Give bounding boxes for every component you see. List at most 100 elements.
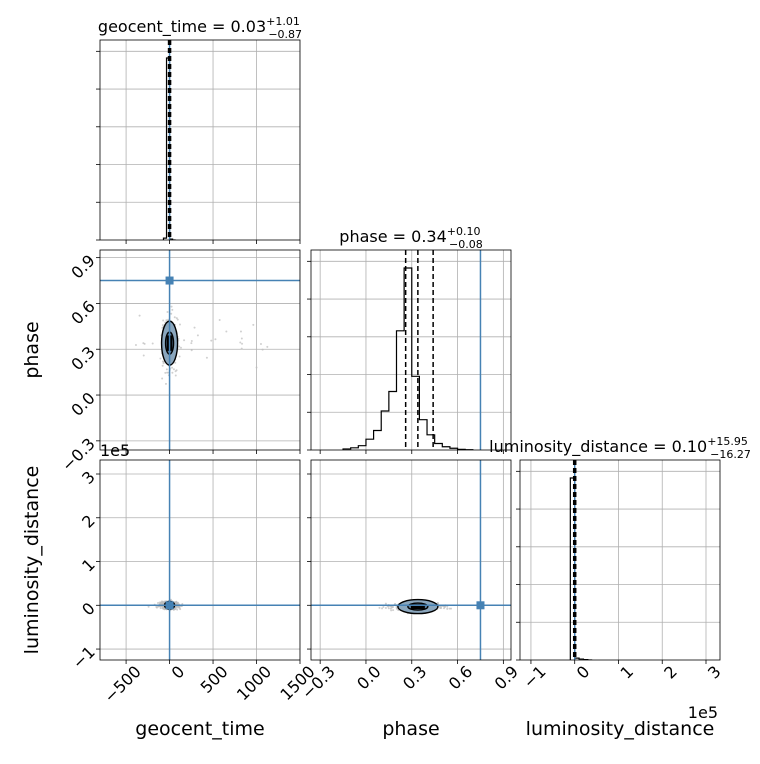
- panel-plot-area: [100, 460, 300, 660]
- panel-phase-hist: [307, 249, 512, 454]
- scatter-point: [390, 609, 393, 612]
- x-tick-label-phase: 0.9: [491, 662, 522, 693]
- scatter-point: [448, 607, 451, 610]
- x-tick-label-luminosity_distance: 1: [616, 662, 637, 683]
- scatter-point: [172, 608, 175, 611]
- scatter-point: [161, 377, 164, 380]
- scatter-point: [169, 598, 172, 601]
- scatter-point: [174, 370, 177, 373]
- scatter-point: [387, 607, 390, 610]
- scatter-point: [259, 343, 262, 346]
- truth-marker: [165, 601, 174, 610]
- scatter-point: [190, 349, 193, 352]
- x-tick-label-geocent_time: −500: [100, 662, 145, 707]
- panel-frame: [310, 249, 512, 451]
- x-tick-label-luminosity_distance: 0: [573, 662, 594, 683]
- scatter-point: [240, 347, 243, 350]
- scatter-point: [175, 602, 178, 605]
- scatter-point: [165, 319, 168, 322]
- scatter-point: [174, 361, 177, 364]
- scatter-point: [252, 323, 255, 326]
- x-tick-label-luminosity_distance: 2: [660, 662, 681, 683]
- scatter-point: [446, 605, 449, 608]
- scatter-point: [176, 608, 179, 611]
- scatter-point: [214, 338, 217, 341]
- scatter-point: [172, 368, 175, 371]
- scatter-point: [179, 346, 182, 349]
- scatter-point: [266, 345, 269, 348]
- x-tick-label-geocent_time: 500: [197, 662, 232, 697]
- title-luminosity_distance: luminosity_distance = 0.10+15.95 −16.27: [489, 435, 751, 461]
- scatter-point: [261, 348, 264, 351]
- title-value: phase = 0.34: [339, 227, 446, 246]
- scatter-point: [196, 334, 199, 337]
- scatter-point: [190, 342, 193, 345]
- scatter-point: [165, 368, 168, 371]
- scatter-point: [392, 609, 395, 612]
- scatter-point: [171, 371, 174, 374]
- density-core: [410, 604, 425, 610]
- scatter-point: [138, 314, 141, 317]
- y-tick-label-luminosity_distance: 1: [78, 555, 99, 576]
- scatter-point: [178, 355, 181, 358]
- scatter-point: [190, 339, 193, 342]
- scatter-point: [255, 366, 258, 369]
- scatter-points-geocent_time-phase: [134, 305, 269, 385]
- scatter-point: [384, 602, 387, 605]
- panel-frame: [519, 459, 721, 661]
- scatter-point: [205, 356, 208, 359]
- scatter-point: [159, 607, 162, 610]
- scatter-point: [170, 305, 173, 308]
- panel-plot-area: [311, 250, 511, 450]
- scatter-point: [178, 345, 181, 348]
- scatter-point: [210, 339, 213, 342]
- panel-geocent_time-vs-phase: [96, 249, 301, 454]
- scatter-point: [174, 374, 177, 377]
- title-lower-error: −0.87: [268, 28, 302, 41]
- y-tick-label-luminosity_distance: 0: [78, 599, 99, 620]
- scatter-point: [178, 323, 181, 326]
- scatter-point: [450, 607, 453, 610]
- scatter-point: [183, 339, 186, 342]
- truth-marker: [476, 601, 485, 610]
- scatter-point: [162, 607, 165, 610]
- panel-frame: [99, 459, 301, 661]
- title-value: luminosity_distance = 0.10: [489, 437, 707, 457]
- title-geocent_time: geocent_time = 0.03+1.01 −0.87: [98, 15, 302, 41]
- scatter-point: [160, 601, 163, 604]
- truth-marker: [165, 276, 174, 285]
- y-tick-label-luminosity_distance: 2: [78, 511, 99, 532]
- x-tick-label-luminosity_distance: −1: [519, 662, 549, 692]
- y-axis-label-luminosity_distance: luminosity_distance: [21, 466, 43, 655]
- scatter-point: [164, 382, 167, 385]
- scatter-point: [162, 319, 165, 322]
- scatter-point: [241, 342, 244, 345]
- scatter-point: [171, 308, 174, 311]
- scatter-point: [381, 607, 384, 610]
- title-upper-error: +15.95: [707, 435, 748, 448]
- scatter-point: [147, 605, 150, 608]
- x-tick-label-phase: 0.0: [353, 662, 384, 693]
- scatter-point: [240, 337, 243, 340]
- panel-plot-area: [100, 40, 300, 240]
- scatter-point: [239, 330, 242, 333]
- scatter-point: [382, 606, 385, 609]
- scatter-point: [176, 318, 179, 321]
- scatter-point: [440, 607, 443, 610]
- panel-luminosity_distance-hist: [516, 459, 721, 664]
- panel-frame: [99, 249, 301, 451]
- panel-geocent_time-vs-luminosity_distance: [96, 459, 301, 664]
- title-lower-error: −0.08: [449, 238, 483, 251]
- panel-plot-area: [520, 460, 720, 660]
- scatter-point: [179, 608, 182, 611]
- x-offset-text: 1e5: [688, 703, 718, 722]
- scatter-point: [446, 607, 449, 610]
- scatter-point: [378, 606, 381, 609]
- y-tick-label-phase: 0.0: [67, 388, 98, 419]
- scatter-point: [218, 319, 221, 322]
- scatter-point: [384, 607, 387, 610]
- x-tick-label-luminosity_distance: 3: [704, 662, 725, 683]
- scatter-point: [142, 354, 145, 357]
